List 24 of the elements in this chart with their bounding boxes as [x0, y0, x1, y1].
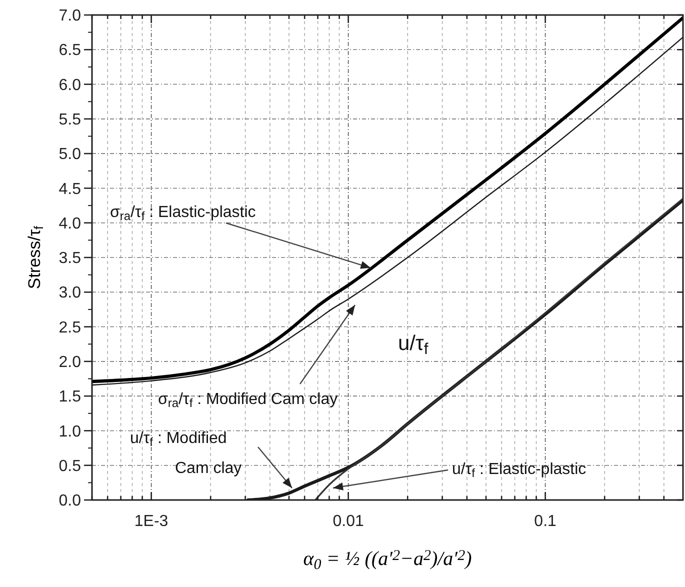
- y-tick-label: 2.5: [58, 319, 82, 336]
- x-tick-label: 0.01: [332, 513, 364, 530]
- text: α$_{0}$ = ½ ((a′$^{2}$−a$^{2}$)/a′$^{2}$): [303, 548, 472, 573]
- y-tick-label: 3.5: [58, 250, 82, 268]
- y-tick-label: 6.5: [58, 42, 82, 60]
- annotation: u/τ$_{f}$: [398, 332, 429, 358]
- y-tick-label: 5.0: [58, 146, 82, 164]
- y-tick-label: 5.5: [58, 112, 82, 129]
- y-tick-label: 0.5: [58, 458, 82, 475]
- annotation: u/τ$_{f}$ : Modified Cam clay: [130, 430, 242, 477]
- annotation: σ$_{ra}$/τ$_{f}$ : Modified Cam clay: [158, 391, 338, 410]
- y-tick-label: 1.5: [58, 388, 82, 406]
- y-tick-label: 2.0: [58, 354, 82, 372]
- y-tick-label: 3.0: [58, 284, 82, 302]
- y-tick-label: 4.0: [58, 215, 82, 232]
- x-tick-label: 1E-3: [134, 513, 168, 530]
- annotation: u/τ$_{f}$ : Elastic-plastic: [452, 461, 586, 480]
- y-tick-label: 1.0: [58, 423, 82, 440]
- y-tick-label: 6.0: [58, 76, 82, 94]
- y-tick-label: 4.5: [58, 180, 82, 198]
- y-tick-label: 7.0: [58, 8, 82, 25]
- y-tick-label: 0.0: [58, 492, 82, 510]
- annotation: σ$_{ra}$/τ$_{f}$ : Elastic-plastic: [110, 204, 256, 223]
- x-tick-label: 0.1: [534, 513, 557, 530]
